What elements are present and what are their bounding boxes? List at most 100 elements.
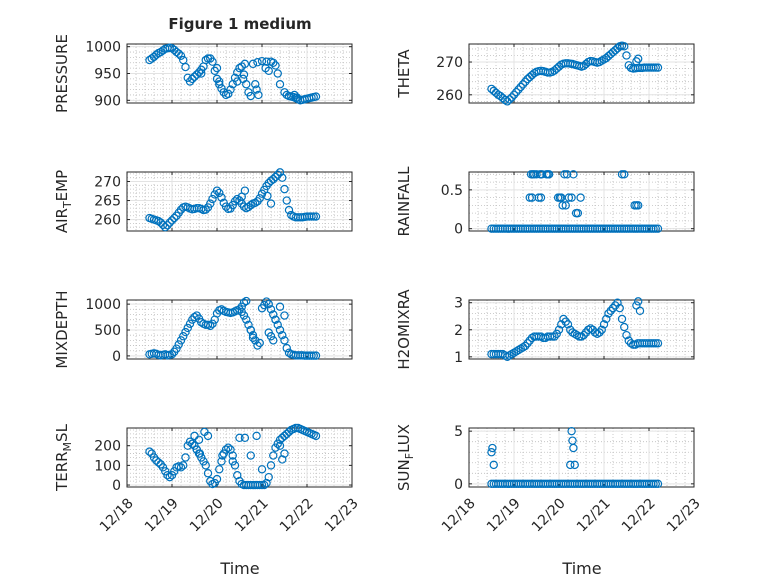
- data-point: [278, 173, 287, 182]
- data-point: [239, 298, 249, 307]
- data-point: [181, 327, 190, 337]
- data-point: [505, 351, 514, 360]
- data-point: [221, 445, 231, 454]
- y-axis-label-text: MIXDEPTH: [53, 290, 71, 368]
- data-point: [181, 62, 190, 72]
- data-point: [242, 296, 251, 306]
- data-point: [275, 80, 285, 89]
- data-point: [266, 332, 276, 341]
- y-tick-label: 1000: [85, 40, 121, 56]
- data-point: [487, 448, 496, 457]
- x-tick-label: 12/21: [232, 495, 272, 535]
- data-point: [558, 201, 567, 210]
- y-axis-label-subscript: T: [61, 201, 74, 209]
- data-point: [512, 87, 521, 97]
- data-point: [233, 194, 242, 204]
- data-point: [554, 325, 564, 334]
- axes-box: [126, 299, 353, 360]
- x-tick-label: 12/23: [664, 495, 704, 535]
- data-point: [275, 302, 285, 311]
- data-point: [190, 312, 199, 322]
- x-axis-label-left: Time: [219, 559, 259, 578]
- data-point: [567, 426, 576, 436]
- data-point: [197, 69, 206, 78]
- data-point: [264, 299, 273, 309]
- data-point: [561, 201, 570, 210]
- data-point: [264, 66, 273, 76]
- y-tick-label: 900: [94, 93, 121, 109]
- y-tick-label: 1000: [85, 297, 121, 313]
- data-point: [521, 341, 530, 351]
- data-point: [152, 50, 161, 59]
- data-point: [311, 212, 321, 221]
- data-point: [280, 449, 289, 458]
- data-point: [255, 194, 264, 203]
- y-axis-label-text: RAINFALL: [395, 166, 413, 237]
- data-point: [282, 196, 291, 205]
- y-axis-label-text: THETA: [395, 49, 413, 99]
- data-point: [617, 314, 627, 324]
- data-point: [562, 170, 572, 179]
- y-axis-label-tail: SL: [53, 423, 71, 442]
- subplot-2: 260 270 THETA: [395, 41, 695, 106]
- data-point: [525, 193, 534, 202]
- y-tick-label: 0: [112, 478, 121, 494]
- y-tick-label: 265: [94, 194, 121, 210]
- data-point: [212, 186, 222, 195]
- data-point: [653, 479, 663, 489]
- data-point: [188, 74, 197, 84]
- data-point: [208, 319, 217, 329]
- x-tick-label: 12/19: [484, 495, 524, 535]
- data-point: [292, 93, 302, 102]
- y-axis-label-subscript: M: [61, 442, 74, 452]
- y-tick-label: 260: [94, 213, 121, 229]
- data-point: [544, 170, 554, 179]
- data-point: [257, 480, 267, 490]
- data-point: [604, 309, 613, 318]
- data-point: [195, 449, 205, 458]
- data-point: [190, 72, 199, 81]
- data-point: [271, 315, 280, 324]
- data-point: [651, 339, 660, 348]
- data-point: [649, 63, 658, 72]
- data-point: [246, 451, 255, 460]
- data-point: [649, 479, 658, 489]
- data-point: [620, 170, 629, 179]
- y-axis-label: THETA: [395, 49, 413, 99]
- data-point: [311, 431, 321, 441]
- data-point: [174, 340, 183, 349]
- data-point: [615, 303, 624, 313]
- y-axis-label-text: H2OMIXRA: [395, 289, 413, 370]
- data-point: [217, 305, 226, 314]
- data-point: [560, 170, 569, 179]
- data-point: [235, 305, 244, 314]
- data-point: [179, 332, 188, 341]
- data-point: [570, 460, 579, 470]
- data-point: [536, 193, 546, 202]
- data-point: [489, 460, 498, 470]
- data-point: [595, 328, 604, 337]
- y-tick-label: 1: [454, 350, 463, 366]
- plot-area: [469, 44, 694, 103]
- data-point: [248, 333, 258, 342]
- data-point: [275, 325, 285, 335]
- data-point: [255, 338, 264, 348]
- axes-box: [126, 171, 353, 232]
- y-axis-label-text: PRESSURE: [53, 34, 71, 113]
- data-point: [228, 457, 237, 466]
- data-point: [271, 61, 280, 70]
- data-point: [263, 191, 272, 201]
- data-point: [273, 320, 282, 330]
- data-point: [507, 349, 516, 359]
- y-tick-label: 100: [94, 458, 121, 474]
- data-point: [521, 77, 530, 86]
- data-point: [206, 321, 215, 331]
- y-tick-label: 270: [94, 175, 121, 191]
- y-axis-label: PRESSURE: [53, 34, 71, 113]
- data-point: [309, 351, 318, 360]
- data-point: [264, 472, 273, 482]
- data-point: [567, 193, 576, 202]
- data-point: [597, 325, 606, 334]
- y-axis-label-text: TERR: [53, 451, 71, 492]
- data-point: [163, 221, 172, 230]
